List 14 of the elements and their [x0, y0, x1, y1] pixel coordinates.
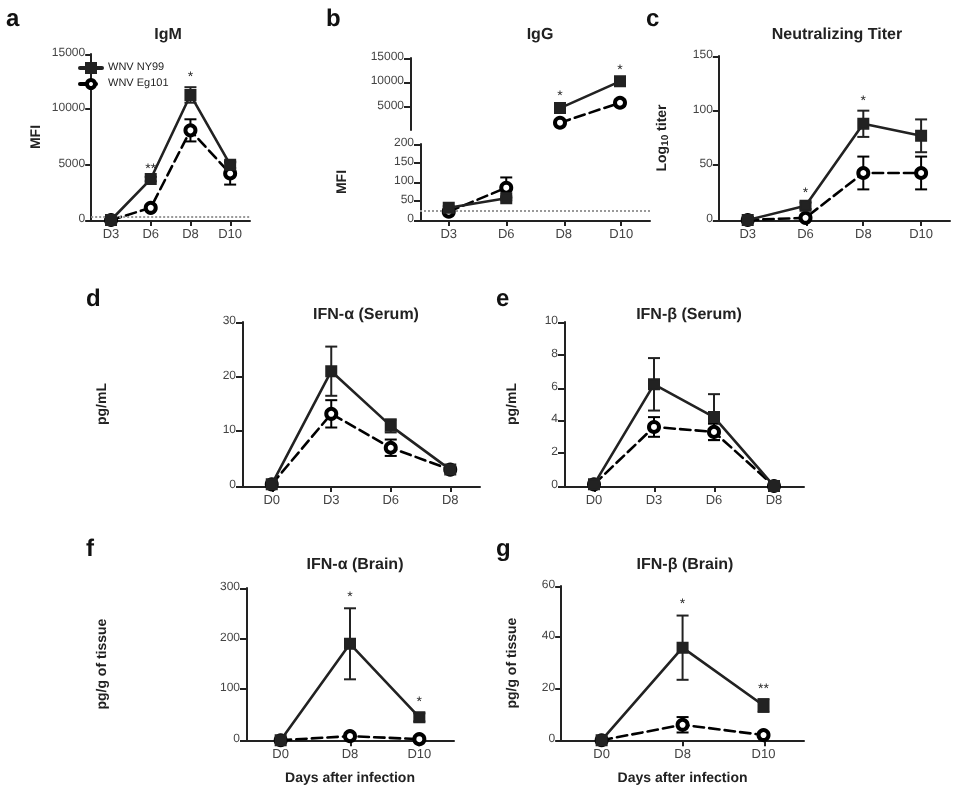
text: e — [496, 284, 510, 312]
text: g — [496, 534, 511, 562]
chart-title: IFN-α (Serum) — [313, 305, 420, 323]
chart-title: IgG — [526, 25, 554, 43]
text: b — [326, 4, 341, 32]
text: c — [646, 4, 660, 32]
text: f — [86, 534, 96, 562]
text: d — [86, 284, 101, 312]
chart-title: IFN-β (Brain) — [636, 555, 735, 573]
chart-title: IgM — [154, 25, 183, 43]
text: a — [6, 4, 20, 32]
chart-title: IFN-β (Serum) — [636, 305, 743, 323]
chart-title: IFN-α (Brain) — [306, 555, 405, 573]
chart-title: Neutralizing Titer — [771, 25, 903, 43]
